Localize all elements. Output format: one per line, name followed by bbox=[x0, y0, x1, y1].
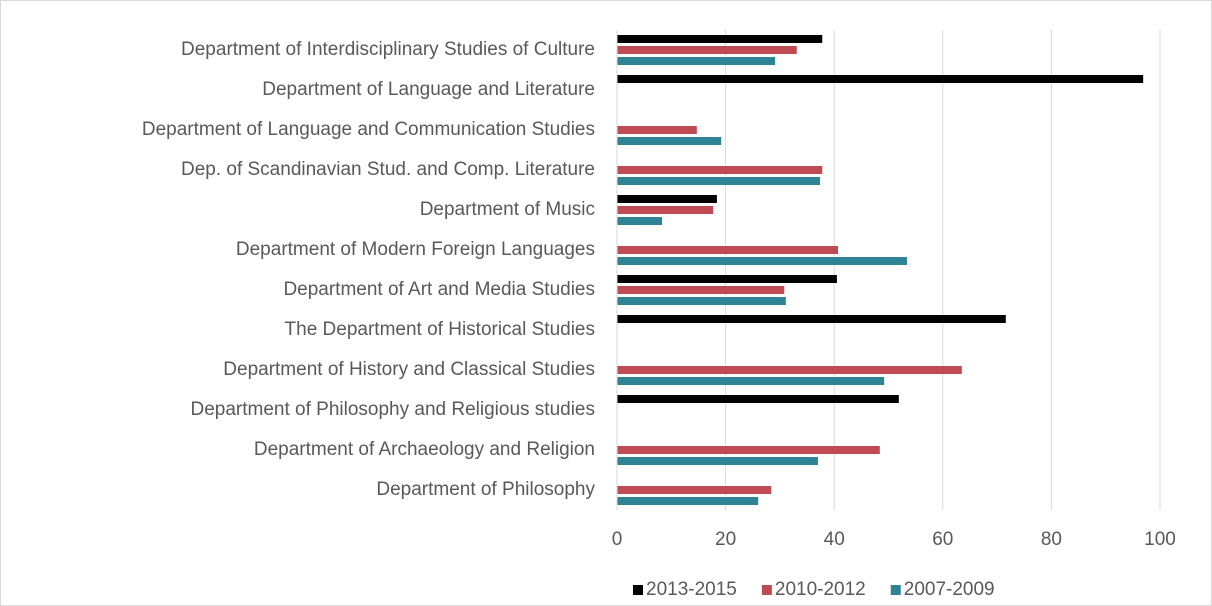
bar bbox=[617, 217, 663, 225]
y-tick-label: Department of Modern Foreign Languages bbox=[236, 239, 595, 260]
bar bbox=[617, 177, 821, 185]
bar bbox=[617, 446, 880, 454]
legend-label: 2010-2012 bbox=[775, 579, 866, 600]
x-tick-label: 40 bbox=[824, 529, 845, 550]
x-tick-label: 60 bbox=[932, 529, 953, 550]
legend-swatch bbox=[890, 585, 901, 595]
bar bbox=[617, 126, 697, 134]
bar bbox=[617, 286, 785, 294]
bar bbox=[617, 486, 772, 494]
y-tick-label: Department of Philosophy bbox=[376, 479, 595, 500]
bar bbox=[617, 46, 797, 54]
legend-swatch bbox=[761, 585, 772, 595]
bar bbox=[617, 246, 839, 254]
y-tick-label: The Department of Historical Studies bbox=[285, 319, 595, 340]
bar bbox=[617, 377, 885, 385]
y-tick-label: Department of Language and Communication… bbox=[142, 119, 595, 140]
bar bbox=[617, 366, 962, 374]
legend-label: 2007-2009 bbox=[904, 579, 995, 600]
y-tick-label: Department of Interdisciplinary Studies … bbox=[181, 39, 595, 60]
bar bbox=[617, 315, 1006, 323]
legend-label: 2013-2015 bbox=[646, 579, 737, 600]
bar bbox=[617, 137, 722, 145]
bar bbox=[617, 457, 818, 465]
y-tick-label: Department of History and Classical Stud… bbox=[223, 359, 595, 380]
x-tick-label: 20 bbox=[715, 529, 736, 550]
legend-swatch bbox=[633, 585, 643, 595]
y-tick-label: Department of Philosophy and Religious s… bbox=[190, 399, 595, 420]
y-tick-label: Department of Archaeology and Religion bbox=[254, 439, 595, 460]
bar bbox=[617, 35, 823, 43]
bar bbox=[617, 166, 823, 174]
bar bbox=[617, 497, 759, 505]
x-tick-label: 80 bbox=[1041, 529, 1062, 550]
bar bbox=[617, 206, 714, 214]
x-tick-label: 100 bbox=[1144, 529, 1176, 550]
bar bbox=[617, 57, 776, 65]
bar bbox=[617, 257, 907, 265]
y-tick-label: Department of Art and Media Studies bbox=[283, 279, 595, 300]
bar bbox=[617, 297, 786, 305]
x-tick-label: 0 bbox=[612, 529, 623, 550]
bar bbox=[617, 395, 899, 403]
bar bbox=[617, 275, 837, 283]
y-tick-label: Dep. of Scandinavian Stud. and Comp. Lit… bbox=[181, 159, 595, 180]
bar bbox=[617, 75, 1144, 83]
bar bbox=[617, 195, 717, 203]
y-tick-label: Department of Language and Literature bbox=[262, 79, 595, 100]
y-tick-label: Department of Music bbox=[420, 199, 595, 220]
